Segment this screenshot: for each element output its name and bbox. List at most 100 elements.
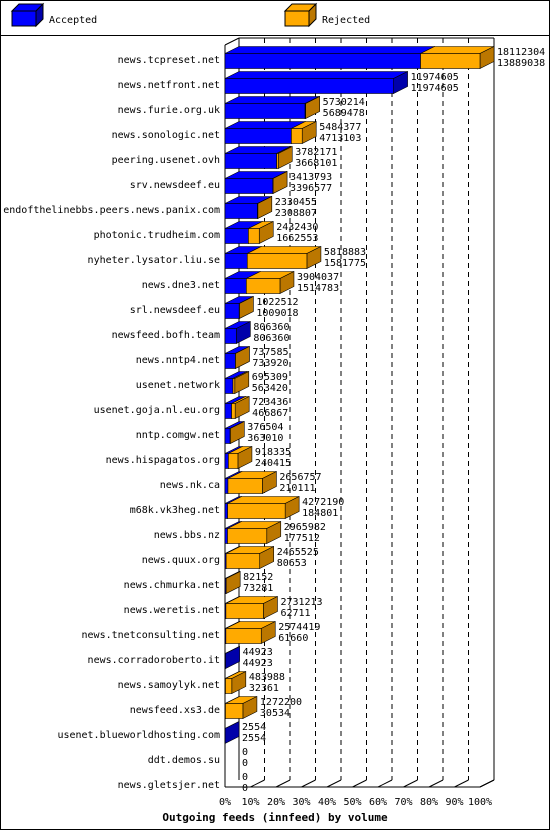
bar-accepted [224, 278, 247, 294]
value-label-offered: 2574419 [278, 622, 320, 633]
floor-line [403, 779, 418, 788]
value-label-accepted: 3668101 [295, 158, 337, 169]
chart-title: Outgoing feeds (innfeed) by volume [162, 811, 388, 824]
back-wall-top-edge [224, 37, 240, 46]
bar-accepted [224, 653, 226, 669]
bar-rejected [228, 453, 239, 469]
category-label: news.bbs.nz [154, 530, 220, 541]
value-label-accepted: 1662553 [276, 233, 318, 244]
category-label: usenet.blueworldhosting.com [57, 730, 220, 741]
bar-rejected [225, 678, 233, 694]
bar-accepted [224, 528, 228, 544]
value-label-offered: 4272190 [302, 497, 344, 508]
category-label: news.netfront.net [118, 80, 220, 91]
floor-line [301, 779, 316, 788]
value-label-accepted: 62711 [280, 608, 310, 619]
value-label-offered: 3904037 [297, 272, 339, 283]
bar-rejected [227, 528, 268, 544]
bar-accepted [224, 378, 234, 394]
value-label-offered: 2432430 [276, 222, 318, 233]
floor-line [250, 779, 265, 788]
value-label-accepted: 73281 [243, 583, 273, 594]
bar-rejected [225, 628, 262, 644]
category-label: news.nntp4.net [136, 355, 220, 366]
value-label-offered: 18112304 [497, 47, 545, 58]
bar-accepted [224, 453, 229, 469]
chart-legend: Accepted Rejected [10, 2, 370, 28]
category-label: nntp.comgw.net [136, 430, 220, 441]
bar-accepted-top [224, 46, 435, 54]
value-label-accepted: 61660 [278, 633, 308, 644]
value-label-accepted: 13889038 [497, 58, 545, 69]
value-label-accepted: 363010 [247, 433, 283, 444]
bar-rejected [246, 278, 281, 294]
bar-rejected [225, 603, 264, 619]
value-label-offered: 1272200 [260, 697, 302, 708]
category-label: news.tnetconsulting.net [82, 630, 220, 641]
x-axis-ticks: 0% 10% 20% 30% 40% 50% 60% 70% 80% 90% 100% [219, 797, 492, 808]
bar-accepted [224, 53, 421, 69]
category-labels: news.tcpreset.net news.netfront.net news.f… [3, 55, 220, 791]
bar-accepted [224, 478, 229, 494]
value-label-offered: 5730214 [323, 97, 365, 108]
category-label: photonic.trudheim.com [94, 230, 220, 241]
x-tick-label: 60% [369, 797, 387, 808]
bar-rejected [231, 403, 236, 419]
category-label: usenet.network [136, 380, 220, 391]
legend-swatch [284, 10, 310, 27]
value-label-offered: 5818883 [324, 247, 366, 258]
category-label: peering.usenet.ovh [112, 155, 220, 166]
value-label-accepted: 2308807 [275, 208, 317, 219]
value-label-offered: 376504 [247, 422, 283, 433]
bar-accepted [224, 228, 249, 244]
value-label-accepted: 806360 [253, 333, 289, 344]
x-tick-label: 20% [267, 797, 285, 808]
category-label: news.hispagatos.org [106, 455, 220, 466]
value-label-accepted: 0 [242, 783, 248, 794]
floor-line [377, 779, 393, 788]
floor-line [454, 779, 469, 788]
value-label-offered: 0 [242, 747, 248, 758]
x-tick-label: 80% [420, 797, 438, 808]
x-tick-label: 10% [241, 797, 259, 808]
category-label: endofthelinebbs.peers.news.panix.com [3, 205, 220, 216]
x-tick-label: 90% [445, 797, 463, 808]
floor-line [326, 779, 342, 788]
value-label-accepted: 177512 [284, 533, 320, 544]
floor-line [275, 779, 291, 788]
x-tick-label: 30% [292, 797, 310, 808]
bar-rejected [227, 478, 263, 494]
value-label-offered: 3782171 [295, 147, 337, 158]
x-tick-label: 40% [318, 797, 336, 808]
value-label-offered: 0 [242, 772, 248, 783]
bar-accepted [224, 103, 306, 119]
category-label: news.tcpreset.net [118, 55, 220, 66]
category-label: news.quux.org [142, 555, 220, 566]
value-label-accepted: 466867 [252, 408, 288, 419]
value-label-accepted: 240415 [255, 458, 291, 469]
bar-rejected [304, 103, 306, 119]
legend-label: Accepted [49, 15, 97, 26]
category-label: newsfeed.bofh.team [112, 330, 220, 341]
category-label: news.gletsjer.net [118, 780, 220, 791]
value-label-accepted: 184801 [302, 508, 338, 519]
value-label-offered: 5484377 [319, 122, 361, 133]
floor-line [479, 779, 495, 788]
bar-accepted [224, 403, 232, 419]
value-label-offered: 483988 [249, 672, 285, 683]
category-label: news.sonologic.net [112, 130, 220, 141]
value-label-offered: 1022512 [256, 297, 298, 308]
value-label-offered: 2554 [242, 722, 266, 733]
bar-accepted [224, 253, 248, 269]
bar-rejected [225, 553, 261, 569]
legend-swatch [11, 10, 37, 27]
value-label-offered: 2965982 [284, 522, 326, 533]
category-label: srv.newsdeef.eu [130, 180, 220, 191]
bar-rejected [420, 53, 481, 69]
x-tick-label: 0% [219, 797, 231, 808]
bar-accepted-top [224, 96, 320, 104]
value-label-offered: 44923 [243, 647, 273, 658]
value-label-offered: 918335 [255, 447, 291, 458]
bar-rejected [232, 378, 236, 394]
bar-rejected [248, 228, 260, 244]
